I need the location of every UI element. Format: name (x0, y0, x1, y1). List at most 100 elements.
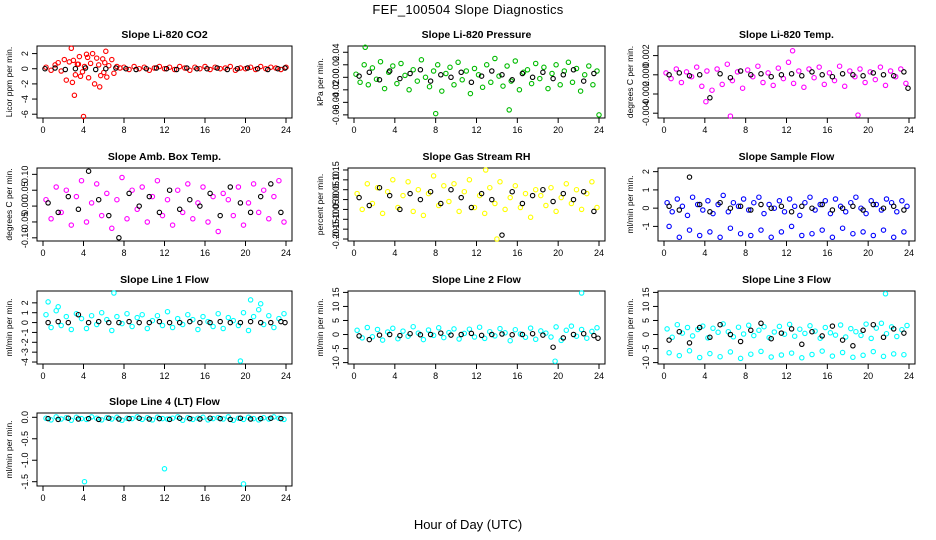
data-point (748, 232, 754, 239)
x-tick-label: 0 (661, 248, 666, 258)
data-point (890, 326, 897, 332)
x-tick-label: 20 (553, 371, 563, 381)
data-point (354, 327, 360, 334)
x-tick-label: 16 (200, 125, 210, 135)
data-point (877, 64, 884, 70)
data-point (58, 209, 64, 216)
data-point (427, 331, 434, 338)
data-point (696, 324, 703, 331)
x-tick-label: 8 (743, 125, 748, 135)
data-point (169, 415, 176, 421)
x-tick-label: 0 (351, 248, 356, 258)
data-point (796, 68, 802, 74)
data-point (434, 62, 441, 68)
data-point (455, 59, 461, 66)
data-point (707, 209, 713, 215)
data-point (362, 44, 368, 51)
data-point (781, 331, 788, 337)
data-point (827, 330, 834, 336)
y-tick-label: 15 (331, 287, 341, 297)
data-point (481, 210, 488, 217)
data-point (502, 330, 508, 336)
data-point (447, 64, 453, 71)
data-point (727, 349, 734, 355)
data-point (819, 201, 825, 208)
data-point (276, 177, 282, 184)
data-point (109, 416, 115, 422)
data-point (873, 201, 880, 208)
data-point (78, 415, 85, 422)
data-point (676, 70, 683, 76)
data-point (136, 415, 142, 421)
data-point (235, 184, 242, 190)
data-point (210, 415, 216, 422)
data-point (563, 327, 570, 334)
data-point (426, 83, 433, 90)
y-tick-label: -2 (20, 80, 30, 88)
data-point (717, 321, 723, 328)
data-point (768, 205, 774, 211)
data-point (187, 415, 193, 422)
data-point (451, 326, 457, 332)
data-point (819, 72, 825, 78)
chart-panel: Slope Gas Stream RH0 4 8 12 16 20 240.150.100.… (315, 151, 606, 258)
x-tick-label: 8 (433, 125, 438, 135)
data-point (103, 65, 109, 72)
data-point (414, 78, 421, 84)
data-point (109, 225, 115, 232)
mean-series (356, 184, 597, 238)
data-point (509, 77, 515, 83)
data-point (407, 70, 413, 77)
data-point (894, 209, 900, 215)
data-point (123, 65, 129, 72)
data-point (240, 222, 247, 228)
data-point (580, 330, 587, 337)
data-point (68, 45, 75, 52)
data-point (406, 87, 412, 93)
data-point (512, 58, 519, 64)
mean-series (666, 68, 911, 101)
data-point (220, 416, 226, 422)
data-point (278, 415, 284, 422)
data-point (538, 328, 544, 334)
data-point (870, 232, 877, 239)
data-point (225, 196, 232, 203)
data-point (745, 322, 752, 329)
x-tick-label: 8 (433, 248, 438, 258)
plot-frame (347, 290, 606, 365)
data-point (894, 333, 900, 340)
data-point (709, 87, 715, 93)
data-point (870, 348, 877, 355)
data-point (197, 65, 203, 72)
data-point (220, 190, 226, 197)
data-point (700, 323, 706, 329)
data-point (788, 223, 795, 230)
data-point (55, 59, 61, 66)
data-point (89, 50, 96, 57)
data-point (227, 184, 234, 190)
data-point (901, 69, 907, 75)
data-point (430, 68, 437, 74)
data-point (468, 79, 475, 86)
data-point (200, 313, 206, 320)
data-point (456, 336, 462, 342)
data-point (481, 335, 488, 342)
data-point (257, 301, 264, 307)
data-point (507, 194, 513, 201)
data-point (676, 352, 683, 359)
data-point (686, 73, 693, 79)
data-point (197, 319, 203, 326)
data-point (802, 330, 808, 337)
data-point (109, 327, 115, 334)
data-point (461, 188, 468, 195)
data-point (237, 200, 244, 206)
data-point (245, 327, 252, 334)
data-point (217, 65, 223, 72)
y-tick-label: 1 (20, 310, 30, 315)
slope-series (43, 45, 289, 120)
data-point (111, 290, 117, 296)
data-point (250, 181, 257, 187)
data-point (369, 334, 376, 340)
data-point (580, 188, 587, 195)
